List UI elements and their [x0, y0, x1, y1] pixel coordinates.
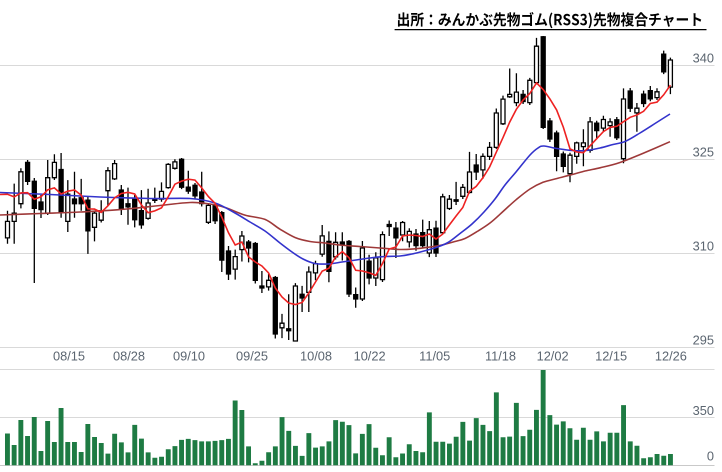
- svg-text:10/22: 10/22: [354, 348, 386, 363]
- svg-text:12/15: 12/15: [595, 348, 627, 363]
- svg-text:310: 310: [693, 238, 714, 253]
- svg-text:0: 0: [707, 449, 714, 464]
- svg-text:11/05: 11/05: [419, 348, 450, 363]
- svg-text:09/25: 09/25: [236, 348, 268, 363]
- svg-text:340: 340: [693, 50, 714, 65]
- svg-text:08/28: 08/28: [113, 348, 145, 363]
- svg-text:08/15: 08/15: [53, 348, 85, 363]
- svg-text:12/26: 12/26: [655, 348, 687, 363]
- svg-text:10/08: 10/08: [300, 348, 332, 363]
- svg-text:09/10: 09/10: [173, 348, 205, 363]
- svg-text:325: 325: [693, 144, 714, 159]
- svg-text:350: 350: [693, 403, 714, 418]
- svg-text:11/18: 11/18: [485, 348, 516, 363]
- svg-text:295: 295: [693, 332, 714, 347]
- svg-text:12/02: 12/02: [537, 348, 569, 363]
